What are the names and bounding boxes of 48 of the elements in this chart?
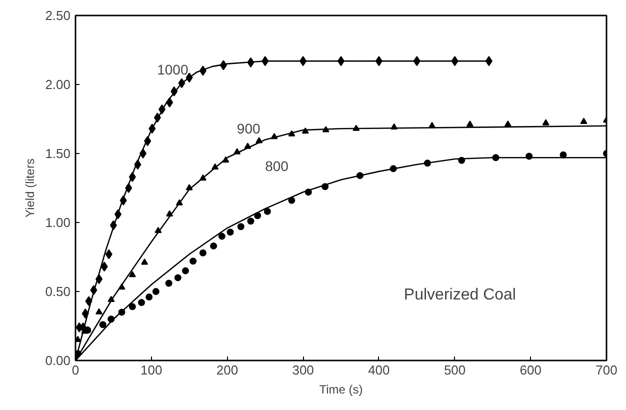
point (247, 218, 254, 225)
annotation: 900 (236, 120, 260, 137)
y-axis-title: Yield (liters (23, 158, 38, 218)
point (182, 267, 189, 274)
x-tick-label: 0 (72, 362, 80, 378)
point (210, 242, 218, 250)
point (218, 232, 226, 240)
annotation: Pulverized Coal (404, 286, 516, 304)
x-tick-label: 700 (596, 362, 618, 378)
y-tick-label: 0.00 (45, 353, 71, 368)
point (165, 280, 172, 287)
point (174, 274, 182, 282)
point (580, 118, 588, 124)
point (199, 249, 206, 256)
point (141, 258, 148, 265)
point (128, 303, 136, 310)
y-tick-label: 1.50 (45, 146, 71, 161)
point (146, 294, 153, 301)
point (237, 223, 244, 230)
x-tick-label: 100 (140, 362, 162, 378)
point (542, 119, 550, 126)
point (288, 196, 296, 204)
x-tick-label: 300 (292, 362, 314, 378)
point (485, 56, 492, 66)
x-tick-label: 600 (520, 362, 542, 378)
point (226, 228, 234, 236)
point (96, 308, 103, 314)
x-axis-title: Time (s) (319, 382, 363, 396)
y-tick-label: 2.50 (45, 8, 71, 23)
annotation: 800 (265, 158, 289, 174)
point (264, 208, 271, 215)
point (190, 258, 197, 265)
x-tick-label: 500 (444, 362, 466, 378)
point (105, 249, 112, 260)
point (99, 321, 106, 328)
point (138, 299, 145, 306)
point (100, 262, 108, 272)
point (128, 270, 136, 278)
x-tick-label: 200 (216, 362, 238, 378)
x-tick-label: 400 (368, 362, 390, 378)
y-tick-label: 0.50 (45, 284, 71, 299)
y-tick-label: 1.00 (45, 215, 71, 230)
annotation: 1000 (157, 61, 188, 78)
y-tick-label: 2.00 (45, 77, 71, 92)
point (152, 288, 160, 295)
point (76, 336, 82, 342)
point (504, 120, 512, 127)
point (466, 120, 474, 127)
